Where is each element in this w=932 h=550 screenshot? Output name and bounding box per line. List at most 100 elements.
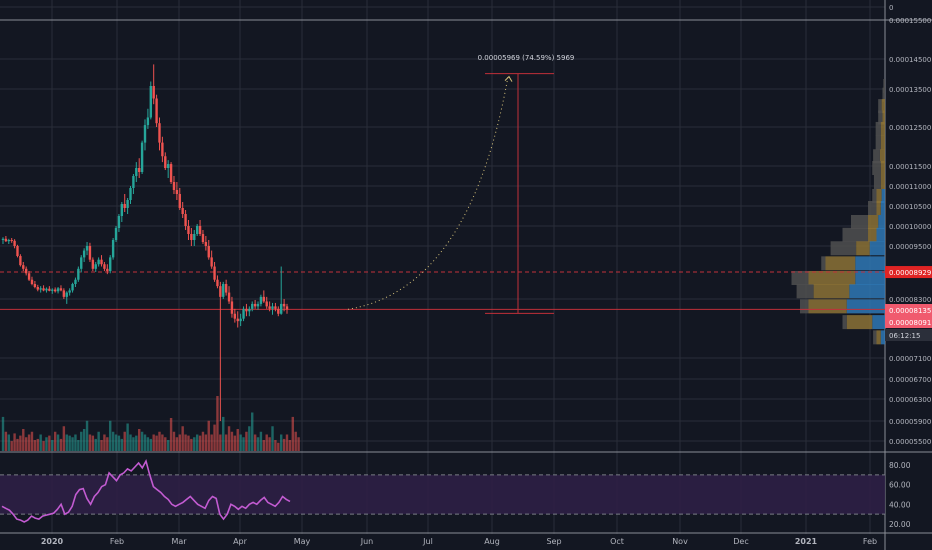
price-tick-label: 0.00007100: [889, 355, 931, 363]
candle: [166, 160, 170, 178]
volume-bar: [33, 440, 37, 451]
volume-bar: [24, 437, 28, 451]
candle: [280, 266, 283, 315]
volume-bar: [297, 437, 300, 451]
volume-bar: [56, 434, 60, 451]
candle: [204, 236, 208, 251]
candle: [143, 119, 147, 151]
volume-bar: [143, 434, 147, 451]
volume-bars: [1, 396, 300, 451]
candle-body: [236, 318, 239, 322]
volume-profile-segment: [876, 189, 882, 203]
candle-body: [71, 284, 74, 291]
candle-body: [114, 228, 118, 240]
candle: [1, 237, 5, 244]
volume-bar: [100, 440, 103, 451]
volume-bar: [282, 438, 286, 451]
price-projection: 0.00005969 (74.59%) 5969: [347, 54, 574, 314]
volume-profile-segment: [875, 121, 881, 136]
volume-bar: [181, 426, 184, 451]
candle-body: [175, 190, 179, 194]
time-tick-label: Jun: [360, 537, 374, 546]
volume-profile-segment: [876, 227, 885, 242]
volume-bar: [201, 431, 205, 451]
candle: [187, 220, 190, 240]
volume-profile-segment: [842, 227, 868, 242]
volume-bar: [16, 438, 19, 451]
price-tick-label: 0.00005900: [889, 418, 931, 426]
volume-profile-segment: [875, 135, 881, 150]
volume-bar: [242, 437, 245, 451]
candle-body: [204, 242, 208, 246]
candle: [85, 242, 89, 256]
candle: [19, 254, 22, 267]
volume-profile-segment: [846, 315, 873, 330]
time-tick-label: Jul: [422, 537, 433, 546]
candle: [117, 214, 121, 232]
volume-bar: [256, 437, 260, 451]
volume-profile-segment: [821, 256, 826, 271]
candle: [27, 271, 31, 281]
volume-profile-segment: [880, 175, 885, 189]
candle-body: [88, 246, 92, 260]
candle: [30, 276, 34, 286]
candle: [129, 186, 132, 204]
candle: [126, 198, 129, 214]
candlesticks[interactable]: [1, 64, 289, 421]
candle: [120, 202, 124, 222]
candle-body: [251, 303, 254, 309]
candle-body: [62, 290, 66, 297]
candle-body: [239, 318, 242, 322]
candle: [152, 64, 155, 105]
candle-body: [129, 188, 132, 200]
candle: [24, 266, 28, 276]
candle-body: [193, 234, 196, 240]
candle-body: [85, 246, 89, 251]
volume-profile-segment: [878, 99, 882, 114]
candle: [161, 136, 164, 163]
candle-body: [91, 259, 95, 269]
volume-profile-segment: [873, 330, 877, 345]
candle: [195, 224, 199, 236]
candle: [39, 286, 42, 293]
volume-bar: [138, 429, 141, 451]
volume-bar: [239, 434, 242, 451]
candle: [62, 288, 66, 299]
volume-bar: [51, 440, 54, 451]
candle-body: [82, 250, 86, 258]
price-label-box: [885, 304, 932, 316]
candle-body: [166, 164, 170, 168]
volume-profile-segment: [808, 299, 847, 314]
candle: [158, 117, 161, 151]
volume-profile-segment: [855, 271, 885, 285]
candle: [146, 108, 150, 129]
volume-bar: [277, 442, 280, 451]
candle-body: [80, 257, 83, 269]
candle: [230, 296, 234, 318]
rsi-tick-label: 40.00: [889, 500, 911, 509]
rsi-line: [1, 458, 291, 523]
volume-profile-segment: [856, 241, 870, 256]
rsi-band: [0, 474, 885, 515]
volume-bar: [109, 420, 112, 451]
volume-bar: [77, 440, 80, 451]
volume-bar: [65, 434, 68, 451]
candle-body: [106, 268, 109, 272]
candle: [175, 182, 179, 200]
price-tick-label: 0.00010500: [889, 203, 931, 211]
price-tick-label: 0.00006300: [889, 396, 931, 404]
candle: [236, 311, 239, 328]
candle: [82, 248, 86, 262]
candle: [91, 257, 95, 272]
candle-body: [13, 240, 16, 246]
price-label-text: 0.00008135: [889, 307, 931, 315]
candle: [132, 174, 135, 194]
candle-body: [178, 194, 181, 208]
volume-bar: [82, 429, 86, 451]
volume-bar: [36, 438, 39, 451]
candle-body: [53, 289, 57, 292]
candle-body: [210, 257, 213, 267]
